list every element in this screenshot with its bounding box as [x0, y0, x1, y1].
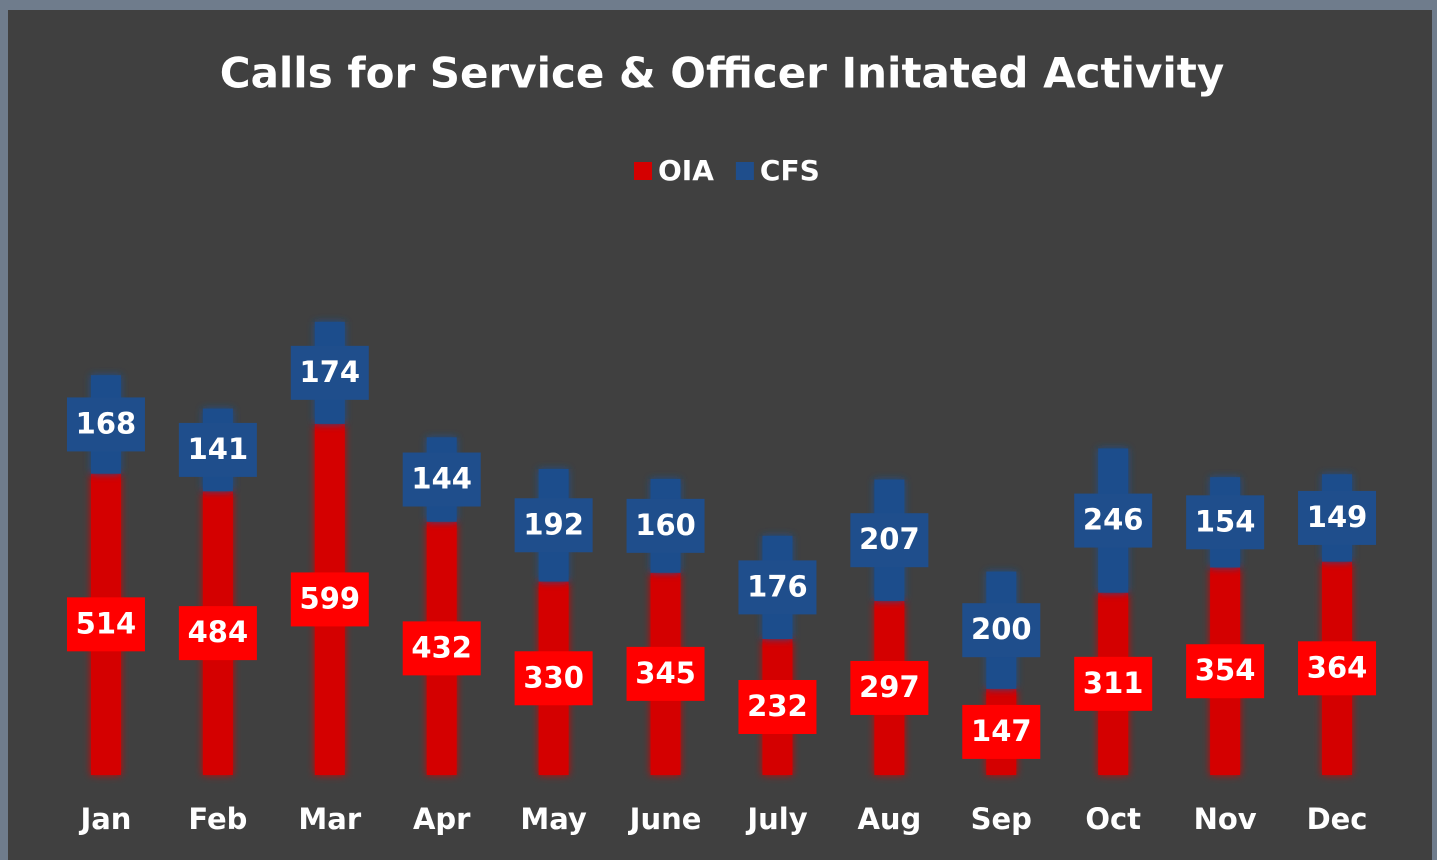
data-label-box [738, 560, 817, 615]
x-tick-label: Apr [413, 802, 471, 836]
data-label-box [962, 704, 1041, 759]
data-label-box [626, 498, 705, 553]
data-label-box [514, 498, 593, 553]
data-label: 149 [1307, 500, 1368, 534]
x-tick-label: Nov [1194, 802, 1257, 836]
x-tick-label: Aug [857, 802, 921, 836]
chart-title: Calls for Service & Officer Initated Act… [220, 49, 1224, 98]
data-label: 330 [523, 660, 584, 694]
data-label: 144 [411, 462, 472, 496]
x-tick-label: Sep [971, 802, 1032, 836]
x-tick-label: Mar [298, 802, 361, 836]
data-label-box [514, 651, 593, 706]
data-label: 246 [1083, 503, 1144, 537]
data-label: 141 [188, 432, 249, 466]
data-label: 311 [1083, 666, 1144, 700]
data-label: 154 [1195, 504, 1256, 538]
legend-label: CFS [760, 154, 820, 187]
data-label-box [1074, 656, 1153, 711]
data-label: 432 [411, 630, 472, 664]
data-label: 200 [971, 612, 1032, 646]
data-label: 297 [859, 670, 920, 704]
x-tick-label: July [745, 802, 807, 836]
data-label-box [178, 422, 257, 477]
data-label: 192 [523, 507, 584, 541]
x-tick-label: Feb [188, 802, 247, 836]
x-tick-label: May [520, 802, 587, 836]
data-label-box [290, 345, 369, 400]
data-label-box [1186, 495, 1265, 550]
data-label-box [1074, 493, 1153, 548]
data-label: 232 [747, 689, 808, 723]
x-tick-label: Oct [1085, 802, 1141, 836]
data-label: 207 [859, 522, 920, 556]
data-label: 364 [1307, 650, 1368, 684]
data-label-box [402, 452, 481, 507]
data-label-box [290, 572, 369, 627]
legend: OIA CFS [634, 154, 820, 187]
data-label-box [1298, 490, 1377, 545]
data-label: 354 [1195, 653, 1256, 687]
data-label-box [850, 513, 929, 568]
data-label-box [738, 679, 817, 734]
data-label-box [178, 606, 257, 661]
data-label: 168 [76, 406, 137, 440]
data-label: 174 [300, 355, 361, 389]
legend-swatch [735, 162, 754, 180]
x-tick-label: Jan [78, 802, 131, 836]
data-label: 176 [747, 569, 808, 603]
data-label-box [1298, 641, 1377, 696]
data-label-box [626, 646, 705, 701]
data-label-box [402, 621, 481, 676]
data-label-box [1186, 644, 1265, 699]
data-label-box [66, 397, 145, 452]
data-label: 514 [76, 606, 137, 640]
data-label-box [66, 597, 145, 652]
data-label-box [850, 660, 929, 715]
data-label-box [962, 603, 1041, 658]
legend-label: OIA [658, 154, 714, 187]
data-label: 147 [971, 714, 1032, 748]
data-label: 599 [300, 581, 361, 615]
data-label: 484 [188, 615, 249, 649]
data-label: 160 [635, 508, 696, 542]
data-label: 345 [635, 656, 696, 690]
x-tick-label: June [628, 802, 702, 836]
x-tick-label: Dec [1307, 802, 1368, 836]
legend-swatch [634, 162, 652, 180]
